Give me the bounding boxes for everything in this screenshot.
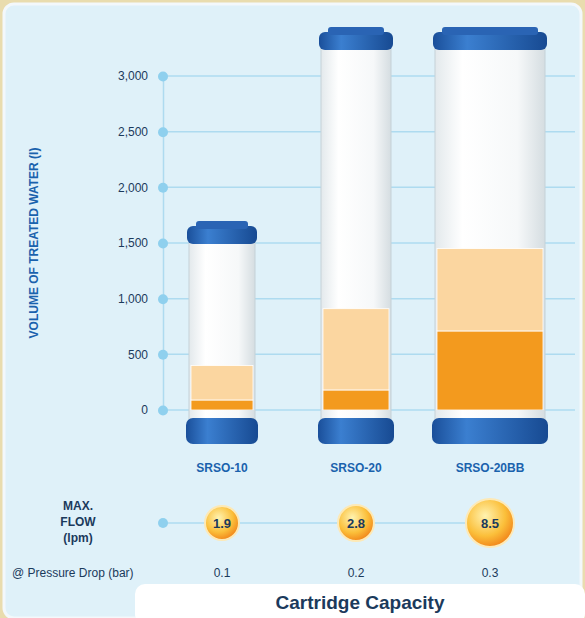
y-tick-label: 0: [141, 403, 148, 417]
max-flow-row: MAX.FLOW(lpm) 1.9 2.8 8.5: [60, 499, 514, 547]
bars: [191, 249, 543, 410]
y-tick: 2,000: [118, 181, 168, 195]
y-tick-label: 1,500: [118, 236, 148, 250]
max-flow-value: 8.5: [481, 516, 499, 531]
y-tick-dot: [158, 239, 168, 249]
bar: [191, 365, 253, 400]
cartridge-bottom-cap: [318, 418, 394, 444]
cartridge-top-rim: [328, 27, 384, 35]
y-tick-label: 2,000: [118, 181, 148, 195]
max-flow-value: 1.9: [213, 516, 231, 531]
y-tick-dot: [158, 406, 168, 416]
y-tick-dot: [158, 294, 168, 304]
y-tick-label: 1,000: [118, 292, 148, 306]
bar: [323, 309, 389, 390]
bar: [191, 400, 253, 410]
cartridge-top-rim: [442, 27, 538, 35]
x-tick-label: SRSO-20BB: [456, 461, 525, 475]
y-tick: 0: [141, 403, 168, 417]
pressure-drop-value: 0.1: [214, 566, 231, 580]
max-flow-circle: [338, 505, 374, 541]
cartridge-body: [435, 44, 545, 424]
y-tick: 2,500: [118, 125, 168, 139]
y-tick: 3,000: [118, 69, 168, 83]
x-labels: SRSO-10 SRSO-20 SRSO-20BB: [196, 461, 524, 475]
pressure-drop-value: 0.2: [348, 566, 365, 580]
panel-background: [4, 4, 581, 618]
max-flow-value: 2.8: [347, 516, 365, 531]
max-flow-circle: [466, 499, 514, 547]
pressure-drop-row: @ Pressure Drop (bar) 0.1 0.2 0.3: [12, 566, 499, 580]
y-tick-dot: [158, 72, 168, 82]
title-box: [135, 584, 585, 618]
x-tick-label: SRSO-10: [196, 461, 248, 475]
y-axis: 0 500 1,000 1,500 2,000 2,500 3,000: [118, 69, 168, 417]
y-tick-dot: [158, 127, 168, 137]
max-flow-label: MAX.FLOW(lpm): [60, 499, 96, 545]
x-tick-label: SRSO-20: [330, 461, 382, 475]
pressure-drop-value: 0.3: [482, 566, 499, 580]
y-tick: 1,500: [118, 236, 168, 250]
cartridge-bottom-cap: [186, 418, 258, 444]
y-tick: 1,000: [118, 292, 168, 306]
cartridge-body: [189, 238, 255, 424]
bar: [437, 249, 543, 331]
max-flow-circle: [205, 506, 239, 540]
y-tick-label: 3,000: [118, 69, 148, 83]
bar: [437, 331, 543, 410]
bar-series: [191, 249, 543, 400]
y-tick-label: 2,500: [118, 125, 148, 139]
cartridge-bottom-cap: [432, 418, 548, 444]
cartridge-caps: [186, 27, 548, 444]
y-tick: 500: [128, 348, 168, 362]
cartridge-body: [321, 44, 391, 424]
pressure-drop-label: @ Pressure Drop (bar): [12, 566, 134, 580]
cartridge-top-rim: [196, 221, 248, 229]
title: Cartridge Capacity: [276, 592, 445, 613]
y-axis-title: VOLUME OF TREATED WATER (l): [27, 148, 41, 339]
max-flow-dot: [158, 518, 168, 528]
y-tick-dot: [158, 183, 168, 193]
y-tick-label: 500: [128, 348, 148, 362]
bar: [323, 390, 389, 410]
y-tick-dot: [158, 350, 168, 360]
